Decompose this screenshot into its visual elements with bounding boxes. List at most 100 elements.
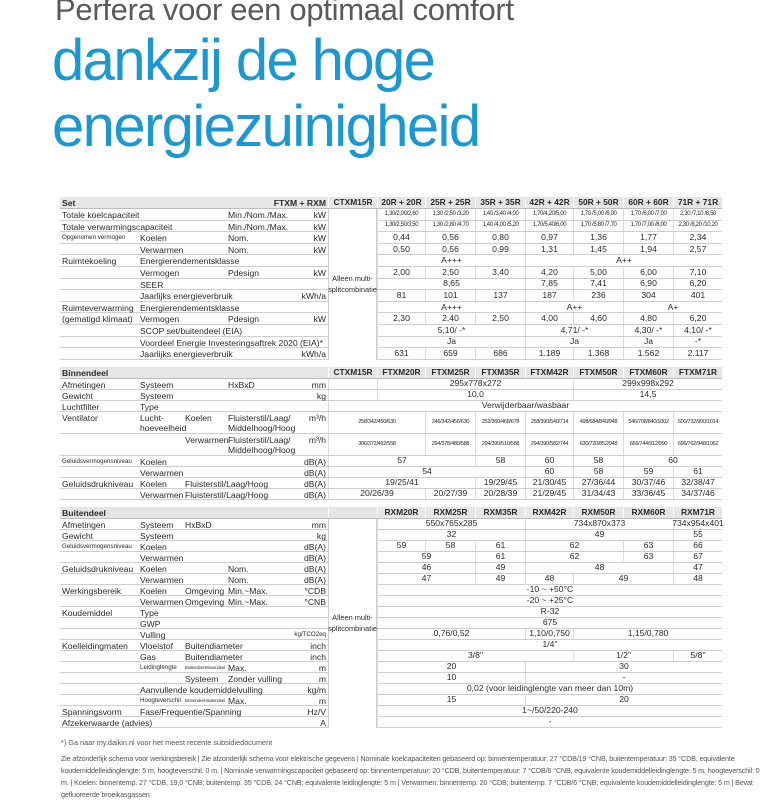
value-cell: 0,56	[425, 243, 475, 255]
row-label: Gewicht	[62, 530, 94, 541]
value-cell: 5,00	[573, 266, 623, 278]
row-label: Zonder vulling	[228, 673, 282, 684]
value-cell: 48	[673, 573, 722, 584]
column-header-model: FTXM42R	[525, 366, 573, 378]
row-unit: kW	[313, 267, 326, 278]
table-row: Totale verwarmingscapaciteit Min./Nom./Ma…	[60, 220, 722, 233]
value-cell: 20	[377, 661, 525, 672]
value-cell: 0,97	[525, 232, 573, 243]
row-label: Verwarmen	[140, 574, 184, 585]
value-cell: 20/27/39	[425, 488, 475, 499]
row-label: GWP	[140, 618, 161, 629]
value-cell: 2,30 /8,20 /10,20	[673, 220, 722, 232]
value-cell: A+	[623, 301, 722, 313]
row-label: Aanvullende koudemiddelvulling	[140, 684, 263, 695]
row-label: Koelen	[140, 233, 167, 244]
value-cell: 246/342/456/630	[425, 411, 475, 433]
value-cell: 4,00	[525, 313, 573, 324]
subtitle-heading: Perfera voor een optimaal comfort	[55, 0, 514, 27]
value-cell: 0,56	[425, 232, 475, 243]
row-unit: m	[318, 695, 326, 706]
value-cell: 734x954x401	[672, 518, 724, 529]
value-cell: 4,71/ -*	[525, 324, 623, 336]
table-row: Geluidsdrukniveau Koelen Nom. dB(A) 46 49 48 47	[60, 562, 722, 574]
value-cell: 7,41	[573, 278, 623, 290]
column-header-model: FTXM50R	[573, 366, 623, 378]
row-label: Werkingsbereik	[62, 585, 122, 596]
value-cell: 49	[475, 573, 525, 584]
table-row: (gematigd klimaat) Vermogen Pdesign kW 2,30 2…	[60, 313, 722, 325]
value-cell: 32	[377, 529, 525, 540]
row-label: Totale koelcapaciteit	[62, 210, 140, 220]
row-label: Systeem	[140, 379, 174, 390]
value-cell: -	[525, 672, 722, 683]
column-header-base: CTXM15R	[328, 366, 377, 378]
value-cell: 62	[525, 551, 623, 562]
value-cell: 61	[673, 466, 722, 477]
section-title: Buitendeel	[62, 507, 106, 518]
column-header-base	[328, 506, 377, 518]
row-label: Koelen	[140, 541, 167, 552]
merged-note-multisplit: Alleen multi- splitcombinatie	[328, 209, 377, 360]
value-cell: 7,85	[525, 278, 573, 290]
row-label: Nom.	[228, 233, 249, 244]
value-cell: 30/37/46	[623, 477, 673, 488]
value-cell: 46	[377, 562, 475, 573]
value-cell: 8,65	[377, 278, 525, 290]
value-cell: A+++	[377, 255, 525, 266]
value-cell: Verwijderbaar/wasbaar	[328, 400, 722, 411]
row-label: Fluisterstil/Laag/ Middelhoog/Hoog	[228, 434, 296, 455]
column-header-model: FTXM71R	[673, 366, 722, 378]
value-cell: 2,30	[377, 313, 425, 324]
value-cell: 33/36/45	[623, 488, 673, 499]
value-cell: A++	[525, 255, 722, 266]
row-label: Koelleidingmaten	[62, 640, 128, 651]
value-cell: 686	[475, 348, 525, 359]
row-unit: inch	[310, 640, 326, 651]
section-buitendeel: Buitendeel RXM20R RXM25R RXM35R RXM42R RXM50R…	[60, 506, 724, 728]
row-label: Koelen	[140, 456, 167, 467]
column-header-model: RXM50R	[573, 506, 623, 518]
table-row: Afzekerwaarde (advies) A -	[60, 716, 722, 728]
row-label: Omgeving	[185, 585, 225, 596]
value-cell: 666/744/912/990	[623, 433, 673, 455]
row-label: Koelen	[140, 585, 167, 596]
value-cell: 60	[525, 455, 573, 466]
value-cell: -	[377, 716, 722, 727]
value-cell: 21/30/45	[525, 477, 573, 488]
value-cell: 60	[525, 466, 573, 477]
value-cell: 19/25/41	[328, 477, 475, 488]
table-row: Totale koelcapaciteit Min./Nom./Max. kW 1,3…	[60, 209, 722, 221]
value-cell: Ja	[525, 336, 623, 348]
table-row: Aanvullende koudemiddelvulling kg/m 0,02 (…	[60, 683, 722, 695]
row-label: Leidinglengte	[140, 663, 177, 671]
value-cell: 299x998x292	[573, 378, 722, 389]
column-header-model: RXM60R	[623, 506, 673, 518]
value-cell: 6,20	[673, 278, 722, 290]
row-unit: A	[320, 717, 326, 728]
column-header-model: 71R + 71R	[673, 197, 722, 208]
value-cell: 258/390/540/714	[525, 411, 573, 433]
row-label: Vloeistof	[140, 640, 173, 651]
table-row: Verwarmen Omgeving Min.~Max. °CNB -20 ~ +25°…	[60, 595, 722, 607]
row-label: Afmetingen	[62, 379, 106, 390]
row-unit: m³/h	[308, 412, 326, 423]
row-unit: °CNB	[304, 596, 326, 607]
row-label: Hoogteverschil	[140, 696, 181, 704]
merged-note-multisplit: Alleen multi- splitcombinatie	[328, 518, 377, 728]
row-unit: kW	[313, 314, 326, 325]
value-cell: 48	[525, 562, 673, 573]
column-header-model: RXM35R	[475, 506, 525, 518]
value-cell: 19/29/45	[475, 477, 525, 488]
value-cell: 1.368	[573, 348, 623, 359]
value-cell: 62	[525, 540, 623, 551]
table-row: Werkingsbereik Koelen Omgeving Min.~Max. °CD…	[60, 584, 722, 596]
value-cell: 49	[525, 529, 673, 540]
value-cell: 0,99	[475, 243, 525, 255]
row-unit: °CDB	[304, 585, 326, 596]
row-label: (gematigd klimaat)	[62, 314, 133, 325]
column-header-model: 50R + 50R	[573, 197, 623, 208]
value-cell: 546/708/840/1002	[623, 411, 673, 433]
row-unit: kg	[316, 390, 326, 401]
value-cell: 67	[673, 551, 722, 562]
